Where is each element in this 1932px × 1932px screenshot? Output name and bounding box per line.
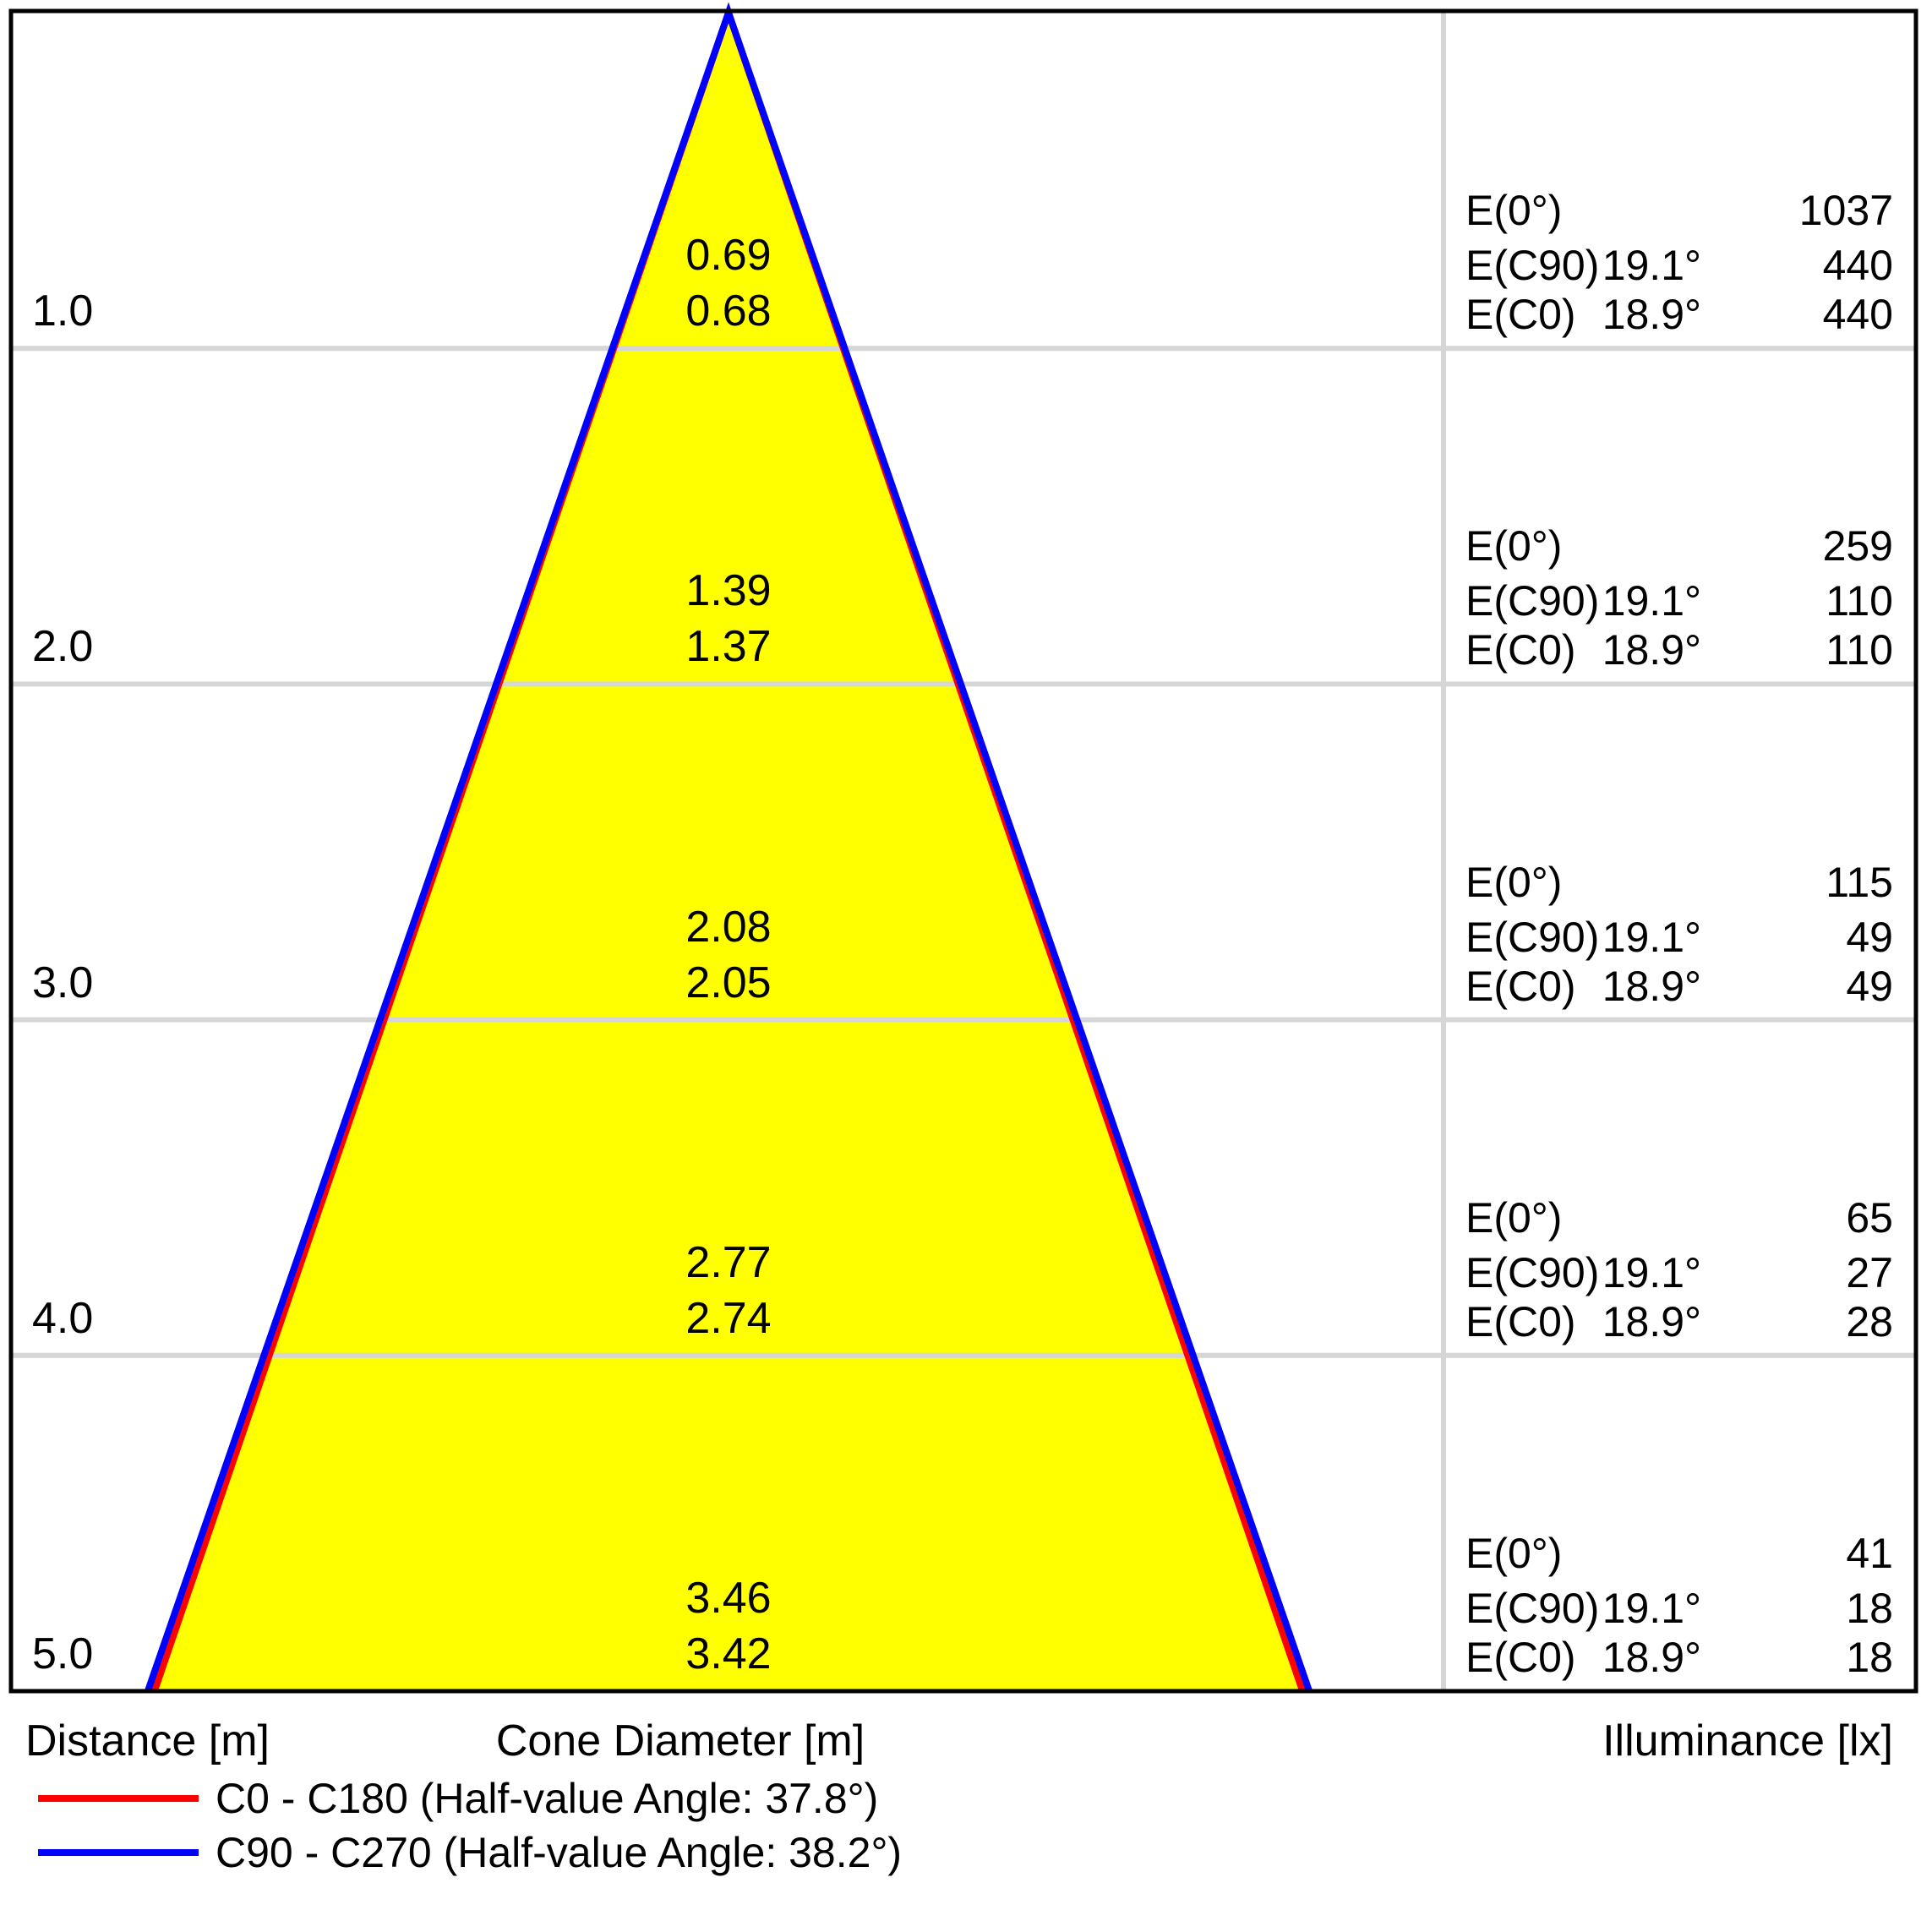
row-block-5m: 5.0 3.46 3.42 E(0°) 41 E(C90) 19.1° 18 E… bbox=[0, 1522, 1932, 1691]
illuminance-ec0-label: E(C0) bbox=[1465, 962, 1576, 1010]
cone-diameter-c90-value: 1.39 bbox=[685, 566, 772, 616]
illuminance-ec0-label: E(C0) bbox=[1465, 626, 1576, 674]
row-block-1m: 1.0 0.69 0.68 E(0°) 1037 E(C90) 19.1° 44… bbox=[0, 179, 1932, 348]
illuminance-ec0-value: 49 bbox=[1846, 962, 1893, 1010]
illuminance-ec90-value: 440 bbox=[1822, 242, 1893, 290]
illuminance-ec0-angle: 18.9° bbox=[1602, 962, 1701, 1010]
illuminance-e0-label: E(0°) bbox=[1465, 187, 1563, 235]
illuminance-e0-label: E(0°) bbox=[1465, 522, 1563, 570]
illuminance-e0-label: E(0°) bbox=[1465, 1193, 1563, 1242]
cone-diameter-c90-value: 2.08 bbox=[685, 902, 772, 952]
distance-label: 5.0 bbox=[32, 1629, 94, 1678]
illuminance-ec0-angle: 18.9° bbox=[1602, 291, 1701, 339]
c0-legend-line bbox=[38, 1795, 199, 1802]
cone-diameter-c0-value: 2.05 bbox=[685, 958, 772, 1007]
cone-diameter-c0-value: 2.74 bbox=[685, 1293, 772, 1343]
cone-diameter-c90-value: 2.77 bbox=[685, 1237, 772, 1287]
illuminance-ec0-label: E(C0) bbox=[1465, 1297, 1576, 1345]
cone-diameter-c0-value: 0.68 bbox=[685, 287, 772, 336]
c90-legend-label: C90 - C270 (Half-value Angle: 38.2°) bbox=[216, 1829, 903, 1876]
distance-label: 2.0 bbox=[32, 622, 94, 672]
illuminance-ec90-value: 49 bbox=[1846, 913, 1893, 961]
illuminance-ec90-angle: 19.1° bbox=[1602, 1585, 1701, 1632]
illuminance-ec90-angle: 19.1° bbox=[1602, 913, 1701, 961]
row-block-2m: 2.0 1.39 1.37 E(0°) 259 E(C90) 19.1° 110… bbox=[0, 515, 1932, 684]
illuminance-ec0-value: 18 bbox=[1846, 1634, 1893, 1681]
illuminance-ec90-angle: 19.1° bbox=[1602, 577, 1701, 625]
illuminance-ec0-value: 110 bbox=[1826, 626, 1893, 674]
cone-diameter-c90-value: 3.46 bbox=[685, 1574, 772, 1623]
illuminance-ec0-angle: 18.9° bbox=[1602, 1297, 1701, 1345]
cone-diameter-c0-value: 1.37 bbox=[685, 622, 772, 672]
illuminance-e0-value: 259 bbox=[1822, 522, 1893, 570]
row-block-3m: 3.0 2.08 2.05 E(0°) 115 E(C90) 19.1° 49 … bbox=[0, 851, 1932, 1020]
illuminance-ec0-angle: 18.9° bbox=[1602, 1634, 1701, 1681]
illuminance-ec90-label: E(C90) bbox=[1465, 913, 1600, 961]
distance-label: 4.0 bbox=[32, 1293, 94, 1343]
cone-diameter-c90-value: 0.69 bbox=[685, 231, 772, 281]
cone-fill-area bbox=[147, 13, 1310, 1691]
illuminance-ec90-label: E(C90) bbox=[1465, 1585, 1600, 1632]
illuminance-ec90-label: E(C90) bbox=[1465, 577, 1600, 625]
illuminance-ec0-value: 440 bbox=[1822, 291, 1893, 339]
illuminance-ec0-value: 28 bbox=[1846, 1297, 1893, 1345]
distance-label: 3.0 bbox=[32, 958, 94, 1007]
illuminance-ec90-value: 18 bbox=[1846, 1585, 1893, 1632]
illuminance-e0-value: 65 bbox=[1846, 1193, 1893, 1242]
illuminance-ec0-label: E(C0) bbox=[1465, 1634, 1576, 1681]
row-block-4m: 4.0 2.77 2.74 E(0°) 65 E(C90) 19.1° 27 E… bbox=[0, 1187, 1932, 1356]
illuminance-e0-value: 115 bbox=[1826, 858, 1893, 906]
chart-border bbox=[8, 8, 1918, 1694]
illuminance-ec90-label: E(C90) bbox=[1465, 1248, 1600, 1296]
illuminance-ec90-value: 110 bbox=[1826, 577, 1893, 625]
illuminance-e0-value: 1037 bbox=[1798, 187, 1893, 235]
c90-legend-line bbox=[38, 1849, 199, 1856]
illuminance-ec90-angle: 19.1° bbox=[1602, 242, 1701, 290]
cone-diameter-c0-value: 3.42 bbox=[685, 1629, 772, 1678]
x-axis-title-distance: Distance [m] bbox=[25, 1716, 270, 1766]
illuminance-ec0-angle: 18.9° bbox=[1602, 626, 1701, 674]
c0-legend-label: C0 - C180 (Half-value Angle: 37.8°) bbox=[216, 1775, 879, 1822]
illuminance-e0-label: E(0°) bbox=[1465, 1530, 1563, 1577]
illuminance-ec90-value: 27 bbox=[1846, 1248, 1893, 1296]
distance-label: 1.0 bbox=[32, 287, 94, 336]
illuminance-ec90-angle: 19.1° bbox=[1602, 1248, 1701, 1296]
axis-title-illuminance: Illuminance [lx] bbox=[1602, 1716, 1893, 1766]
illuminance-ec0-label: E(C0) bbox=[1465, 291, 1576, 339]
illuminance-e0-value: 41 bbox=[1846, 1530, 1893, 1577]
axis-title-cone-diameter: Cone Diameter [m] bbox=[495, 1716, 865, 1766]
illuminance-ec90-label: E(C90) bbox=[1465, 242, 1600, 290]
illuminance-e0-label: E(0°) bbox=[1465, 858, 1563, 906]
